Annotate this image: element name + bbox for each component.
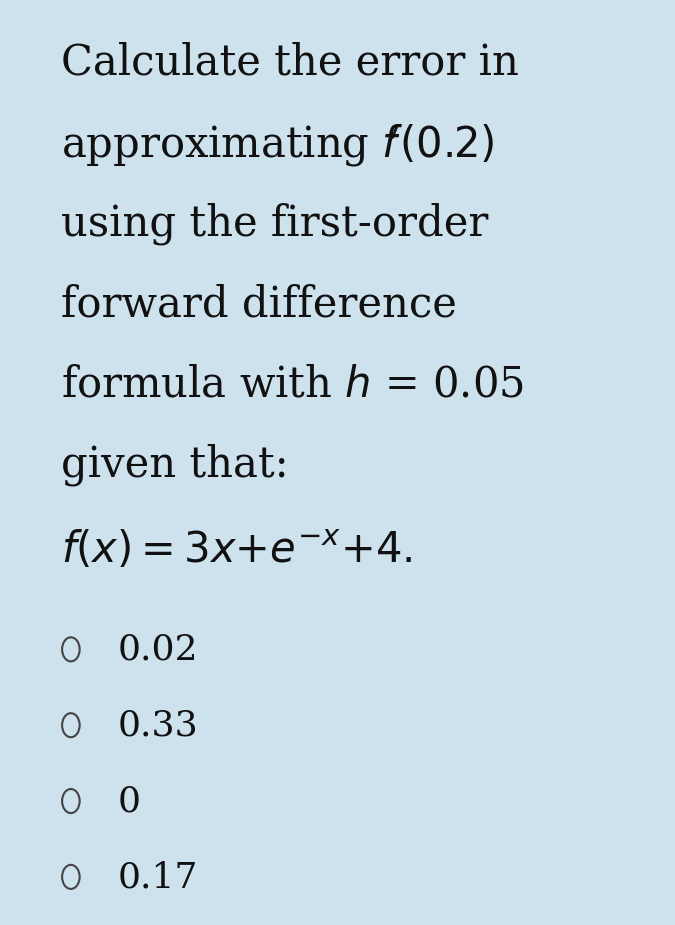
Text: 0.02: 0.02	[118, 633, 198, 667]
Text: approximating $\mathit{f}\!'(0.2)$: approximating $\mathit{f}\!'(0.2)$	[61, 122, 494, 168]
Text: 0.17: 0.17	[118, 860, 198, 894]
Text: given that:: given that:	[61, 444, 288, 487]
Text: Calculate the error in: Calculate the error in	[61, 42, 518, 83]
Text: forward difference: forward difference	[61, 283, 456, 325]
Text: 0.33: 0.33	[118, 709, 199, 743]
Text: $\mathit{f}$$(x){=}3x{+}e^{-x}{+}4.$: $\mathit{f}$$(x){=}3x{+}e^{-x}{+}4.$	[61, 529, 412, 571]
Text: 0: 0	[118, 784, 141, 819]
Text: using the first-order: using the first-order	[61, 203, 488, 245]
Text: formula with $\mathit{h}$ = 0.05: formula with $\mathit{h}$ = 0.05	[61, 364, 524, 405]
